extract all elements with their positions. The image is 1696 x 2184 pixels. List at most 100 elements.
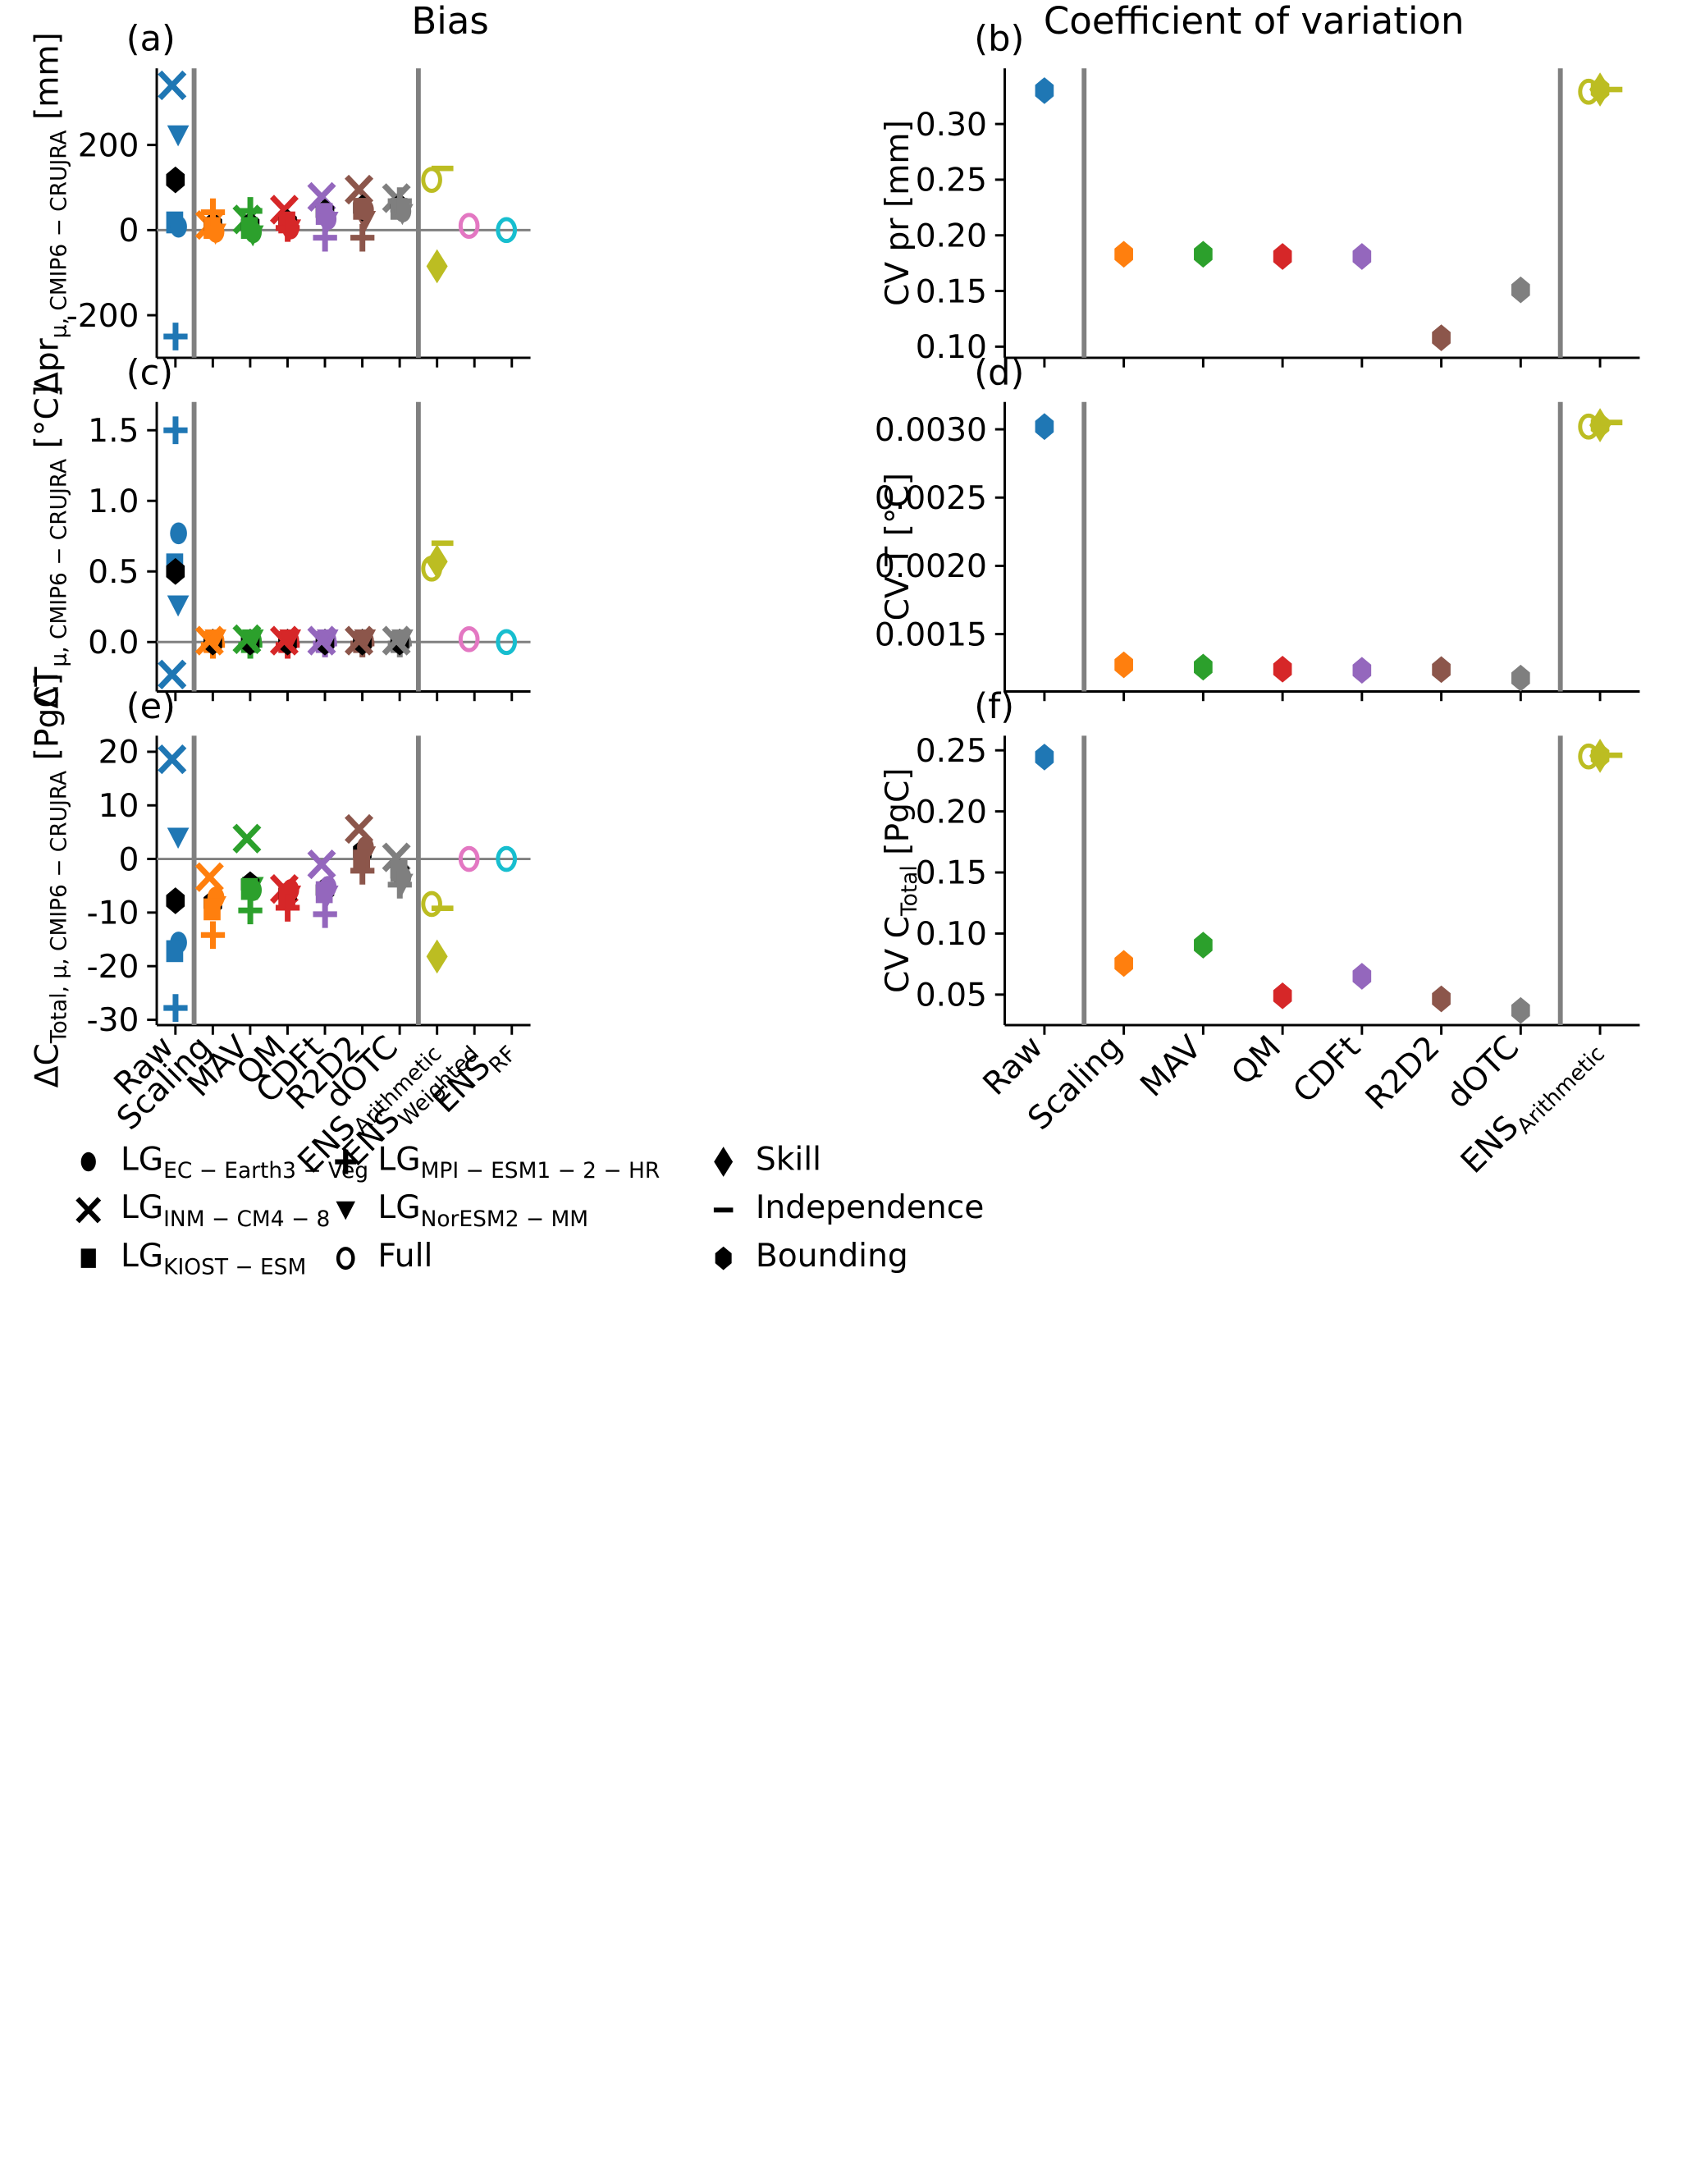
x-stroke-2: [269, 625, 299, 656]
data-point: [426, 939, 448, 974]
marker-square: [390, 859, 408, 882]
marker-x: [158, 659, 187, 689]
marker-square: [315, 881, 333, 904]
marker-diamond: [426, 249, 448, 284]
marker-plus: [313, 223, 337, 252]
marker-plus: [163, 323, 188, 350]
marker-circle-open: [458, 626, 480, 652]
marker-circle-open: [421, 891, 442, 918]
marker-x: [75, 1197, 102, 1224]
marker-plus: [163, 416, 188, 445]
marker-square: [80, 1248, 96, 1268]
data-point: [167, 125, 190, 147]
y-tick-label: 20: [98, 735, 139, 771]
marker-triangle-down: [336, 1201, 355, 1220]
y-axis-title-f: CV CTotal [PgC]: [880, 767, 922, 993]
marker-triangle-down: [204, 629, 226, 651]
data-point: [167, 595, 190, 617]
y-tick-label: -20: [86, 949, 139, 986]
marker-circle-open: [421, 555, 442, 582]
x-stroke-2: [382, 842, 411, 872]
data-point: [458, 845, 480, 872]
marker-plus: [335, 1149, 357, 1174]
panel-d: 0.0015 0.0020 0.0025 0.0030 (d): [875, 352, 1640, 702]
x-tick-label: Raw: [976, 1029, 1050, 1103]
x-stroke-2: [158, 744, 187, 775]
legend-label: Skill: [756, 1141, 821, 1178]
marker-triangle-down: [354, 629, 377, 651]
legend-label: Full: [377, 1238, 432, 1275]
data-point: [345, 625, 374, 656]
data-point: [1035, 744, 1054, 771]
x-stroke-2: [307, 625, 336, 656]
y-tick-label: 0.0020: [875, 548, 987, 585]
data-point: [1589, 739, 1611, 773]
marker-hexagon: [1432, 985, 1451, 1013]
marker-hexagon: [1273, 243, 1292, 270]
marker-hexagon: [166, 557, 185, 585]
x-tick-label: R2D2: [1359, 1029, 1447, 1118]
marker-plus: [387, 187, 412, 215]
marker-x: [158, 70, 187, 101]
data-point: [238, 197, 263, 225]
data-point: [275, 894, 300, 922]
marker-hexagon: [166, 887, 185, 914]
marker-x: [158, 744, 187, 775]
x-stroke-2: [158, 70, 187, 101]
panel-label-e: (e): [126, 686, 176, 727]
data-point: [350, 223, 375, 252]
data-point: [238, 896, 263, 925]
legend-label: LGMPI − ESM1 − 2 − HR: [377, 1141, 660, 1184]
marker-triangle-down: [279, 629, 302, 651]
marker-x: [382, 625, 411, 656]
legend-label: LGINM − CM4 − 8: [121, 1189, 330, 1232]
y-tick-label: 0: [119, 213, 139, 250]
x-stroke-2: [194, 625, 224, 656]
data-point: [313, 900, 337, 928]
x-stroke-2: [232, 823, 262, 854]
marker-circle: [245, 221, 263, 244]
y-tick-label: 0.30: [916, 107, 987, 144]
x-stroke-2: [75, 1197, 102, 1224]
marker-plus: [163, 994, 188, 1022]
y-tick-label: 1.0: [88, 483, 139, 520]
marker-triangle-down: [316, 629, 339, 651]
data-point: [319, 208, 337, 231]
marker-hexagon: [1035, 744, 1054, 771]
y-tick-label: 0.25: [916, 163, 987, 199]
data-point: [1114, 240, 1133, 268]
data-point: [315, 881, 333, 904]
data-point: [166, 940, 184, 963]
y-tick-label: -200: [66, 298, 139, 335]
marker-circle: [319, 208, 337, 231]
marker-hexagon: [1114, 240, 1133, 268]
data-point: [158, 659, 187, 689]
marker-circle-open: [458, 213, 480, 239]
x-stroke-2: [158, 659, 187, 689]
data-point: [307, 625, 336, 656]
marker-hexagon: [1273, 656, 1292, 683]
data-point: [1511, 664, 1530, 692]
marker-plus: [200, 921, 226, 950]
marker-hexagon: [1432, 656, 1451, 684]
x-stroke-2: [232, 624, 262, 654]
legend-label: LGKIOST − ESM: [121, 1238, 306, 1280]
x-tick-label: CDFt: [1287, 1029, 1368, 1110]
y-tick-label: 0.5: [88, 554, 139, 591]
data-point: [1035, 413, 1054, 441]
marker-hexagon: [1432, 324, 1451, 351]
marker-hexagon: [1114, 950, 1133, 978]
y-tick-label: 200: [78, 127, 139, 164]
marker-x: [232, 624, 262, 654]
data-point: [1352, 243, 1372, 270]
data-point: [1432, 324, 1451, 351]
marker-hexagon: [1352, 657, 1372, 685]
data-point: [1273, 656, 1292, 683]
legend-label: LGEC − Earth3 − Veg: [121, 1141, 368, 1184]
marker-circle-open: [421, 167, 442, 193]
panel-label-a: (a): [126, 19, 176, 60]
data-point: [1035, 77, 1054, 104]
data-point: [170, 522, 187, 545]
data-point: [163, 994, 188, 1022]
